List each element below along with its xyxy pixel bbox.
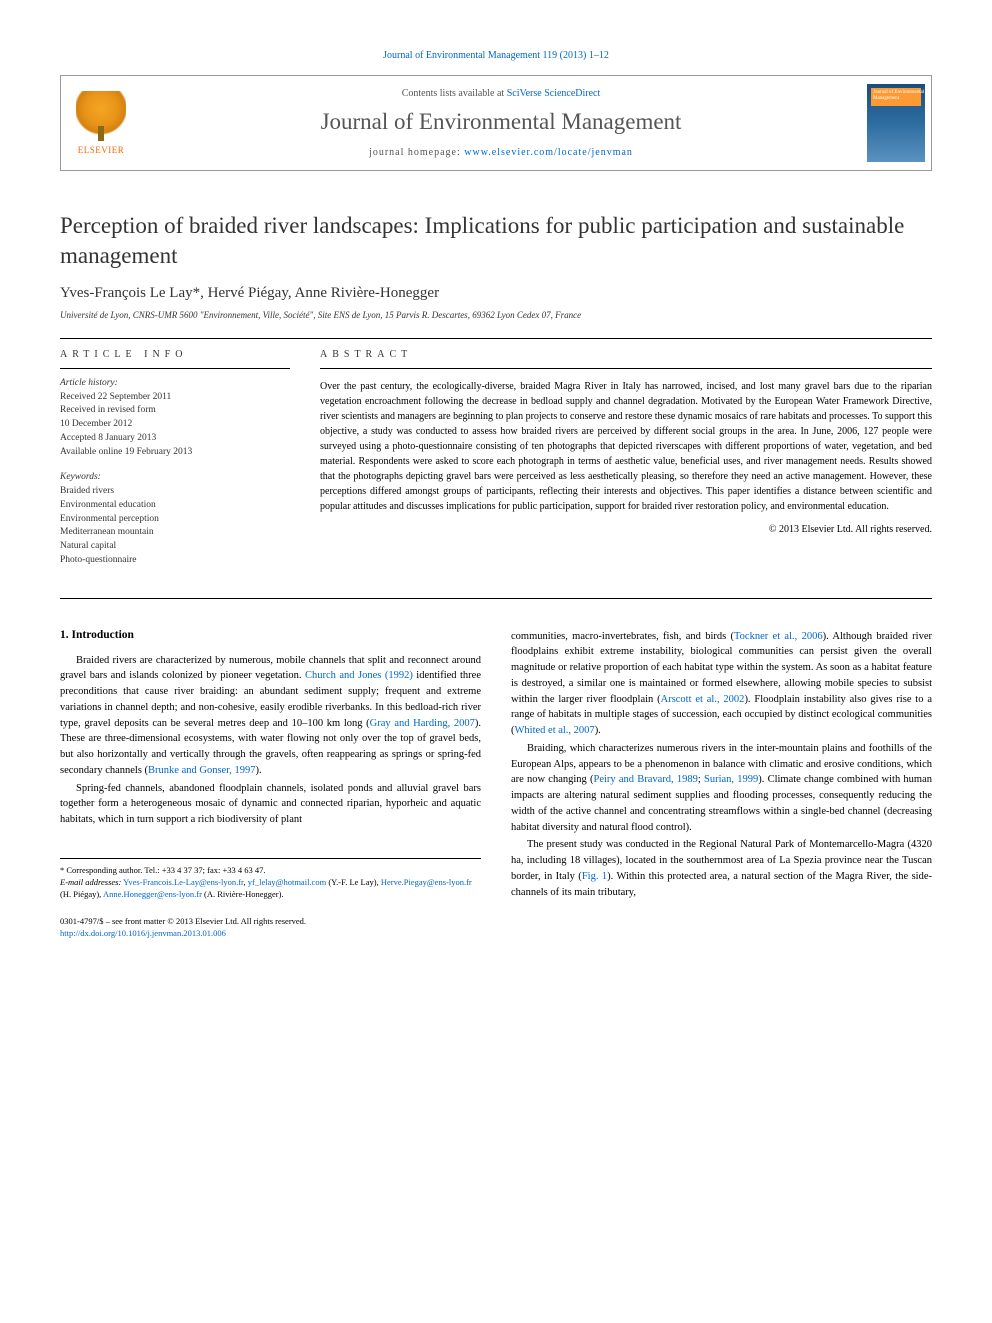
cite-tockner[interactable]: Tockner et al., 2006 [734,631,823,642]
email-addresses: E-mail addresses: Yves-Francois.Le-Lay@e… [60,877,481,901]
cover-title-text: Journal of Environmental Management [873,90,925,101]
cite-surian[interactable]: Surian, 1999 [704,774,758,785]
top-citation: Journal of Environmental Management 119 … [60,50,932,61]
keyword-2: Environmental education [60,499,290,513]
article-info-label: ARTICLE INFO [60,339,290,368]
received-date: Received 22 September 2011 [60,391,290,405]
cite-brunke-gonser[interactable]: Brunke and Gonser, 1997 [148,765,255,776]
intro-para-5: The present study was conducted in the R… [511,837,932,900]
abstract-text: Over the past century, the ecologically-… [320,369,932,514]
elsevier-tree-icon [76,91,126,141]
journal-name: Journal of Environmental Management [151,109,851,135]
journal-cover-icon: Journal of Environmental Management [867,84,925,162]
affiliation: Université de Lyon, CNRS-UMR 5600 "Envir… [60,310,932,320]
article-title: Perception of braided river landscapes: … [60,211,932,271]
cite-peiry-bravard[interactable]: Peiry and Bravard, 1989 [594,774,698,785]
header-center: Contents lists available at SciVerse Sci… [141,76,861,170]
intro-para-4: Braiding, which characterizes numerous r… [511,741,932,836]
intro-para-1: Braided rivers are characterized by nume… [60,653,481,779]
front-matter-line: 0301-4797/$ – see front matter © 2013 El… [60,916,932,928]
cite-gray-harding[interactable]: Gray and Harding, 2007 [370,718,475,729]
keyword-6: Photo-questionnaire [60,554,290,568]
sciencedirect-link[interactable]: SciVerse ScienceDirect [507,88,601,99]
journal-cover-block: Journal of Environmental Management [861,76,931,170]
keyword-1: Braided rivers [60,485,290,499]
article-info-col: ARTICLE INFO Article history: Received 2… [60,339,290,568]
abstract-col: ABSTRACT Over the past century, the ecol… [320,339,932,568]
cite-church-jones[interactable]: Church and Jones (1992) [305,670,413,681]
intro-para-2: Spring-fed channels, abandoned floodplai… [60,781,481,828]
elsevier-label: ELSEVIER [78,145,125,155]
doi-link[interactable]: http://dx.doi.org/10.1016/j.jenvman.2013… [60,928,226,938]
history-head: Article history: [60,378,118,388]
body-col-left: 1. Introduction Braided rivers are chara… [60,629,481,903]
online-date: Available online 19 February 2013 [60,446,290,460]
corresponding-author: * Corresponding author. Tel.: +33 4 37 3… [60,865,481,877]
cite-whited[interactable]: Whited et al., 2007 [515,725,595,736]
cite-arscott[interactable]: Arscott et al., 2002 [661,694,745,705]
email-link-4[interactable]: Anne.Honegger@ens-lyon.fr [103,889,202,899]
footnote-block: * Corresponding author. Tel.: +33 4 37 3… [60,858,481,901]
body-col-right: communities, macro-invertebrates, fish, … [511,629,932,903]
keyword-5: Natural capital [60,540,290,554]
bottom-bar: 0301-4797/$ – see front matter © 2013 El… [60,916,932,940]
journal-header: ELSEVIER Contents lists available at Sci… [60,75,932,171]
intro-heading: 1. Introduction [60,629,481,641]
email-link-3[interactable]: Herve.Piegay@ens-lyon.fr [381,877,472,887]
keyword-4: Mediterranean mountain [60,526,290,540]
authors-line: Yves-François Le Lay*, Hervé Piégay, Ann… [60,285,932,302]
keyword-3: Environmental perception [60,513,290,527]
revised-line1: Received in revised form [60,404,290,418]
abstract-copyright: © 2013 Elsevier Ltd. All rights reserved… [320,524,932,535]
intro-para-3: communities, macro-invertebrates, fish, … [511,629,932,739]
publisher-logo-block: ELSEVIER [61,76,141,170]
abstract-label: ABSTRACT [320,339,932,368]
divider-mid [60,598,932,599]
contents-prefix: Contents lists available at [402,88,507,99]
cite-fig1[interactable]: Fig. 1 [582,871,607,882]
email-link-2[interactable]: yf_lelay@hotmail.com [248,877,326,887]
homepage-link[interactable]: www.elsevier.com/locate/jenvman [464,147,633,158]
email-link-1[interactable]: Yves-Francois.Le-Lay@ens-lyon.fr [123,877,243,887]
accepted-date: Accepted 8 January 2013 [60,432,290,446]
revised-line2: 10 December 2012 [60,418,290,432]
keywords-head: Keywords: [60,471,290,485]
contents-line: Contents lists available at SciVerse Sci… [151,88,851,99]
journal-homepage-line: journal homepage: www.elsevier.com/locat… [151,147,851,158]
homepage-prefix: journal homepage: [369,147,464,158]
